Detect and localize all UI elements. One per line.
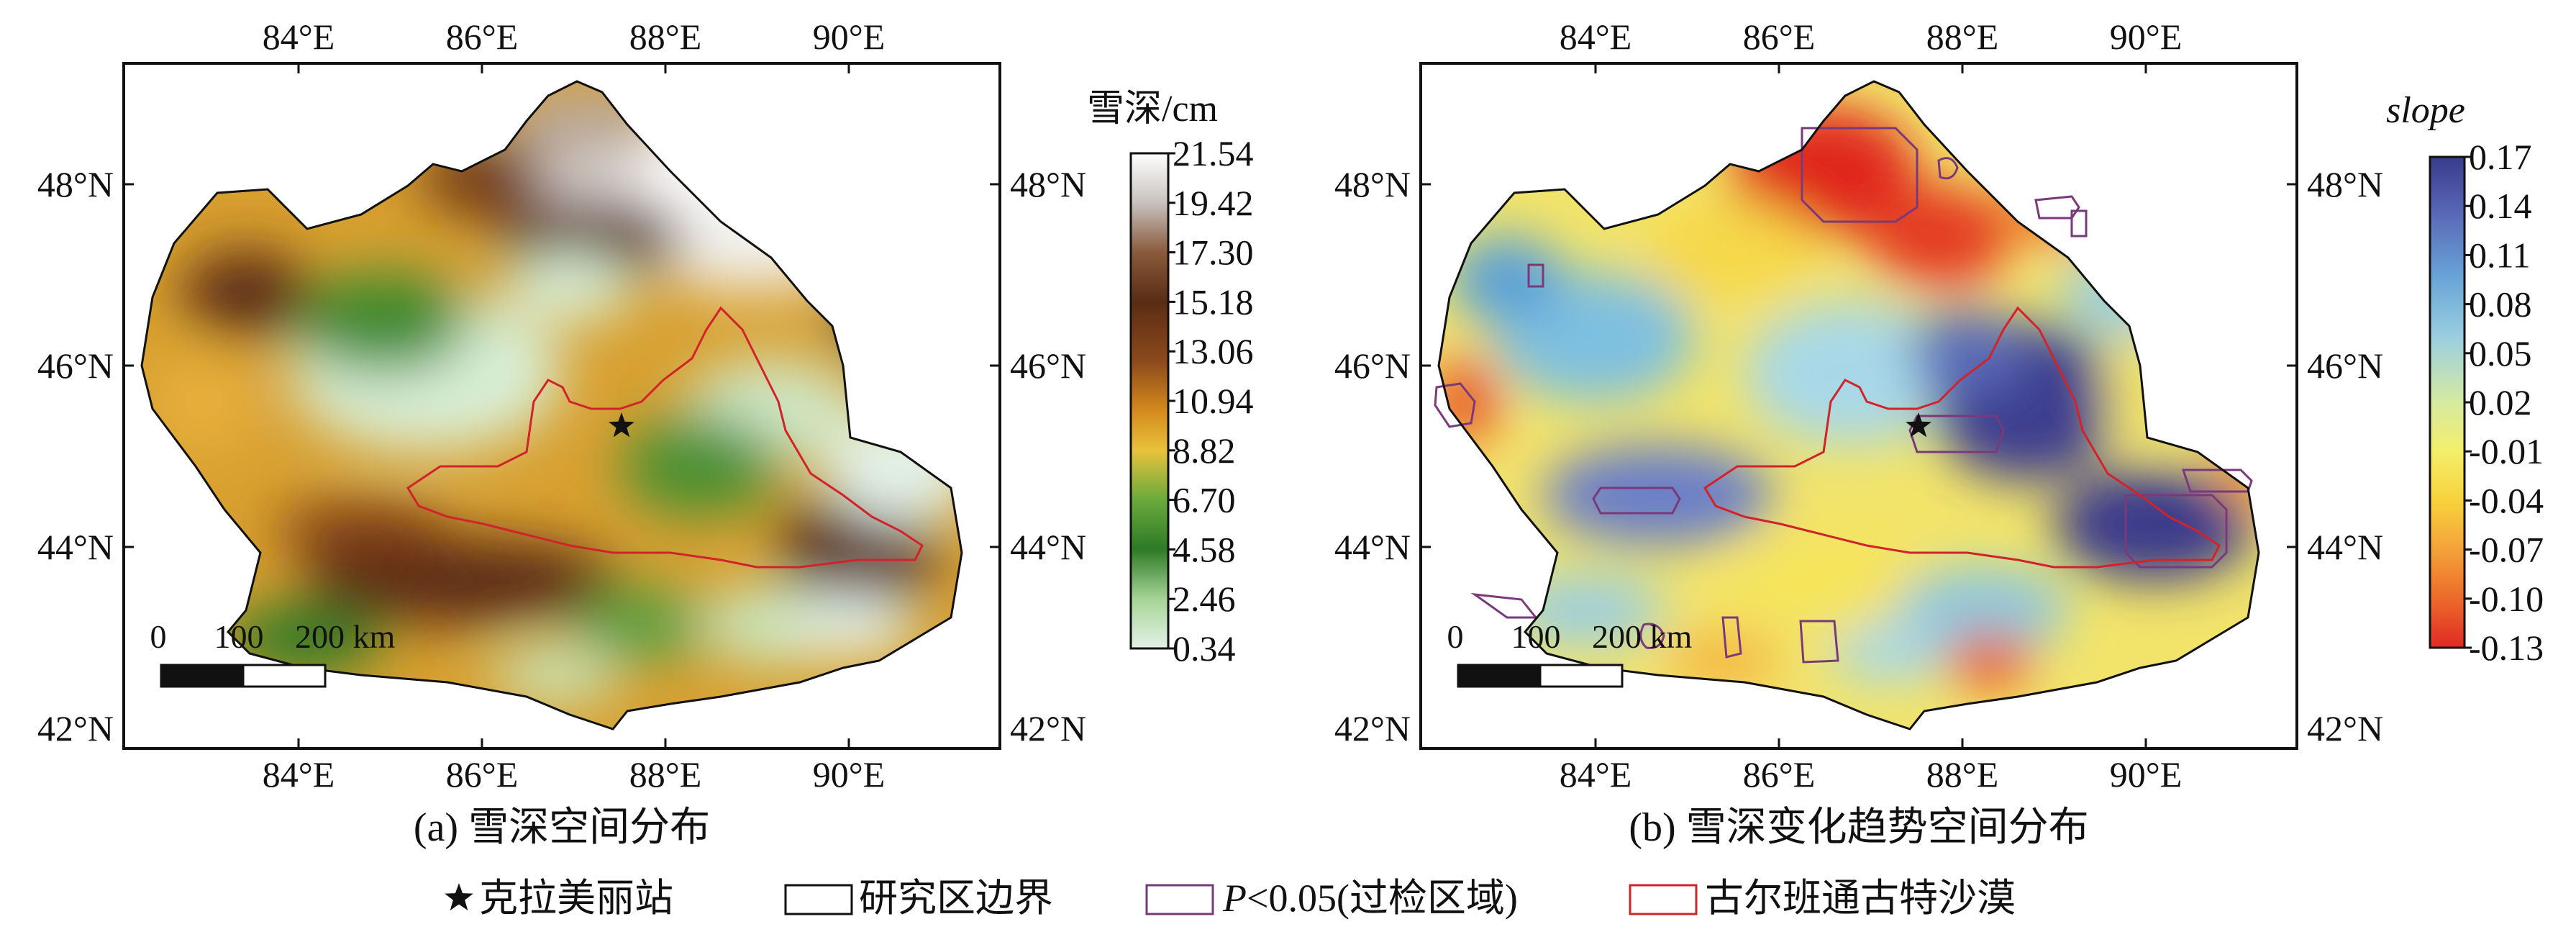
scale-bar: 0 100 200 km	[1447, 618, 1693, 688]
lon-label-top: 84°E	[263, 17, 335, 57]
colorbar-b-tick-label: -0.07	[2469, 530, 2544, 570]
colorbar-b-tick-label: 0.05	[2469, 333, 2532, 374]
tick-marks	[124, 63, 1000, 748]
lon-label-top: 88°E	[1926, 17, 1999, 57]
lon-label-top: 88°E	[629, 17, 702, 57]
panel-a: 0 100 200 km 84°E 86°E 88°E 90°E 84°E 86…	[37, 17, 1086, 850]
colorbar-b-tick-label: -0.01	[2469, 431, 2544, 471]
lon-label-bottom: 84°E	[1560, 754, 1632, 795]
colorbar-a-tick-label: 13.06	[1173, 331, 1254, 371]
lat-label-right: 44°N	[1010, 527, 1086, 567]
lon-label-bottom: 86°E	[1743, 754, 1816, 795]
scale-bar: 0 100 200 km	[150, 618, 396, 688]
lon-label-top: 90°E	[813, 17, 886, 57]
lat-label-left: 46°N	[1334, 345, 1411, 386]
lat-label-right: 46°N	[1010, 345, 1086, 386]
legend-p-italic: P	[1222, 877, 1247, 920]
legend-p-rest: <0.05(过检区域)	[1247, 877, 1518, 920]
legend-box-boundary-icon	[784, 884, 853, 915]
lat-label-right: 42°N	[2307, 708, 2383, 748]
lat-label-left: 48°N	[37, 164, 114, 204]
lat-label-right: 44°N	[2307, 527, 2383, 567]
panel-b: 0 100 200 km 84°E 86°E 88°E 90°E 84°E 86…	[1334, 17, 2383, 850]
colorbar-b-tick-label: 0.11	[2469, 235, 2531, 275]
lat-label-right: 48°N	[2307, 164, 2383, 204]
lon-label-bottom: 86°E	[446, 754, 519, 795]
panel-b-caption: (b) 雪深变化趋势空间分布	[1629, 805, 2088, 850]
tick-marks	[1421, 63, 2297, 748]
lat-label-left: 44°N	[1334, 527, 1411, 567]
lat-label-left: 48°N	[1334, 164, 1411, 204]
lon-label-bottom: 88°E	[1926, 754, 1999, 795]
colorbar-a-tick-label: 17.30	[1173, 232, 1254, 273]
colorbar-b-tick-label: -0.10	[2469, 579, 2544, 619]
map-frame	[122, 62, 1001, 750]
colorbar-b-title: slope	[2386, 90, 2465, 131]
colorbar-b-tick-label: -0.13	[2469, 628, 2544, 668]
colorbar-a-tick-label: 15.18	[1173, 281, 1254, 322]
scale-label-100: 100	[214, 618, 264, 655]
colorbar-a-tick-label: 10.94	[1173, 381, 1254, 421]
lat-label-left: 46°N	[37, 345, 114, 386]
colorbar-a-title: 雪深/cm	[1087, 89, 1218, 130]
colorbar-a-tick-label: 4.58	[1173, 529, 1236, 569]
colorbar-a-tick-label: 21.54	[1173, 133, 1254, 173]
scale-label-200: 200 km	[295, 618, 396, 655]
significance-areas	[1434, 127, 2253, 664]
legend-box-desert-icon	[1629, 884, 1698, 915]
colorbar-a-tick-label: 2.46	[1173, 579, 1236, 619]
legend-star-icon	[445, 883, 473, 910]
lon-label-top: 86°E	[1743, 17, 1816, 57]
lon-label-bottom: 90°E	[2110, 754, 2183, 795]
colorbar-b-tick-label: 0.14	[2469, 186, 2532, 226]
legend-label-desert: 古尔班通古特沙漠	[1705, 877, 2016, 920]
map-frame	[1419, 62, 2298, 750]
legend-box-significance-icon	[1145, 884, 1214, 915]
colorbar-a-ramp	[1129, 152, 1170, 650]
colorbar-a-tick-label: 0.34	[1173, 628, 1236, 669]
colorbar-a-tick-label: 19.42	[1173, 183, 1254, 223]
colorbar-a: 雪深/cm 21.54 19.42 17.30 15.18 13.06 10.94 8.82…	[1087, 89, 1253, 669]
lon-label-top: 90°E	[2110, 17, 2183, 57]
lon-label-top: 84°E	[1560, 17, 1632, 57]
lon-label-top: 86°E	[446, 17, 519, 57]
scale-label-0: 0	[150, 618, 167, 655]
colorbar-b-ramp	[2429, 155, 2466, 649]
lat-label-left: 44°N	[37, 527, 114, 567]
legend-label-station: 克拉美丽站	[479, 877, 673, 920]
colorbar-b-tick-label: 0.02	[2469, 382, 2532, 422]
colorbar-b-tick-label: 0.17	[2469, 137, 2532, 177]
legend-label-boundary: 研究区边界	[859, 877, 1053, 920]
colorbar-b-tick-label: -0.04	[2469, 480, 2544, 520]
scale-label-100: 100	[1511, 618, 1561, 655]
scale-label-0: 0	[1447, 618, 1464, 655]
lat-label-right: 48°N	[1010, 164, 1086, 204]
lat-label-left: 42°N	[37, 708, 114, 748]
legend-label-significance: P<0.05(过检区域)	[1222, 877, 1518, 920]
colorbar-b-tick-label: 0.08	[2469, 284, 2532, 325]
lon-label-bottom: 88°E	[629, 754, 702, 795]
legend: 克拉美丽站 研究区边界 P<0.05(过检区域) 古尔班通古特沙漠	[445, 877, 2016, 920]
colorbar-a-tick-label: 8.82	[1173, 430, 1236, 471]
lon-label-bottom: 84°E	[263, 754, 335, 795]
lat-label-right: 46°N	[2307, 345, 2383, 386]
lon-label-bottom: 90°E	[813, 754, 886, 795]
lat-label-right: 42°N	[1010, 708, 1086, 748]
colorbar-b: slope 0.17 0.14 0.11 0.08 0.05 0.02 -0.01 -0.04…	[2386, 90, 2544, 668]
panel-a-caption: (a) 雪深空间分布	[414, 805, 710, 850]
colorbar-a-tick-label: 6.70	[1173, 480, 1236, 520]
lat-label-left: 42°N	[1334, 708, 1411, 748]
scale-label-200: 200 km	[1592, 618, 1693, 655]
